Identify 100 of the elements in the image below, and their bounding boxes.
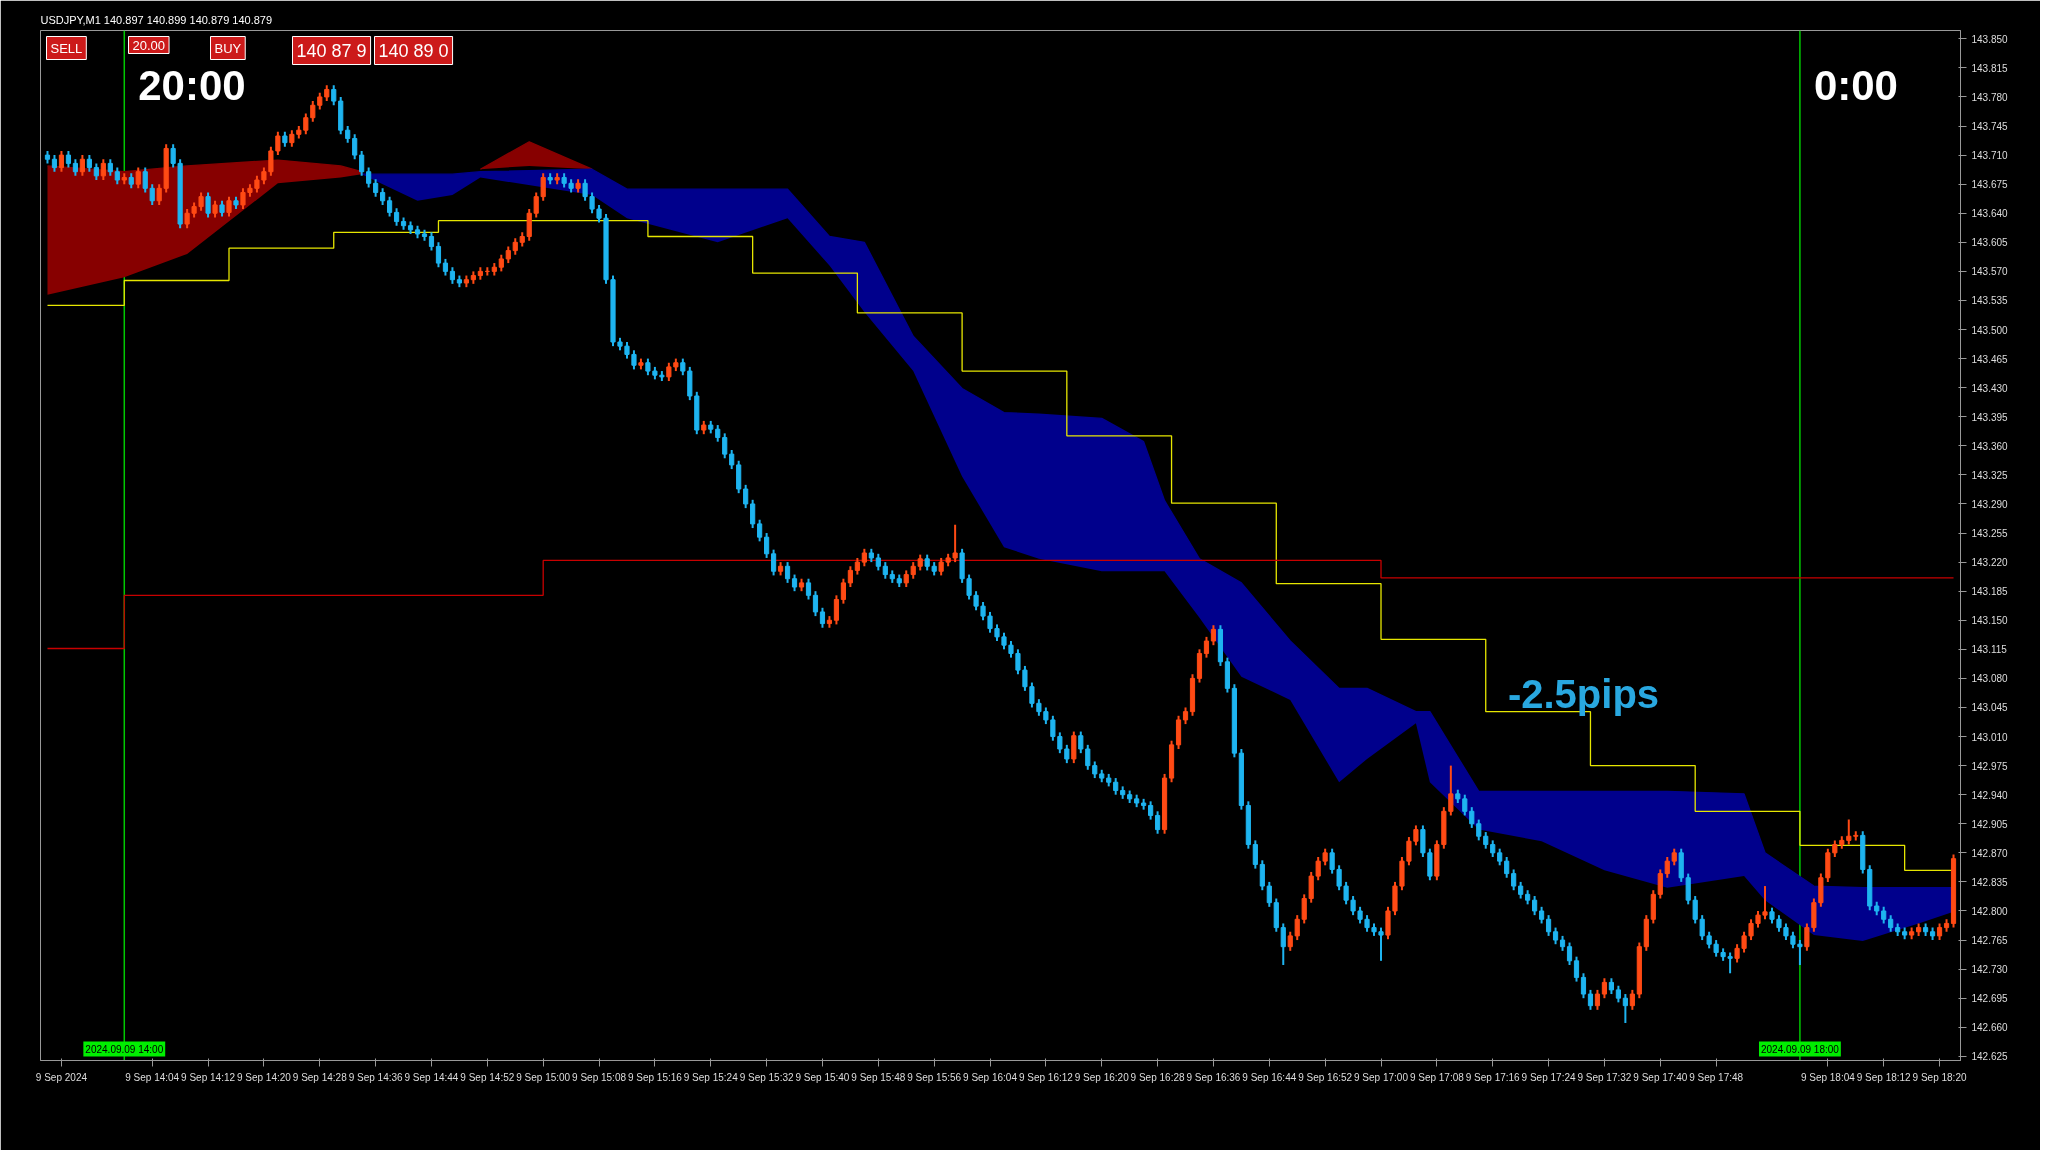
x-tick-label: 9 Sep 15:32 (739, 1071, 795, 1083)
candlestick (1545, 914, 1552, 937)
x-tick-label: 9 Sep 2024 (35, 1071, 88, 1083)
candlestick (722, 432, 728, 460)
x-tick-label: 9 Sep 14:44 (404, 1071, 459, 1083)
y-tick-label: 143.290 (1971, 498, 2009, 510)
y-tick-label: 143.185 (1971, 586, 2009, 598)
candlestick (729, 448, 735, 471)
candlestick (757, 518, 763, 543)
candlestick (1280, 922, 1286, 966)
y-tick-label: 143.115 (1971, 644, 2008, 656)
y-tick-label: 143.500 (1971, 324, 2009, 336)
candlestick (764, 532, 770, 559)
candlestick (819, 606, 826, 629)
candlestick (840, 577, 846, 605)
y-tick-label: 142.975 (1971, 760, 2009, 772)
x-tick-label: 9 Sep 17:32 (1577, 1071, 1632, 1083)
candlestick (1155, 810, 1161, 835)
candlestick (79, 154, 85, 177)
ref-line-label: 0:00 (1813, 61, 1898, 109)
y-tick-label: 143.395 (1971, 411, 2009, 423)
y-tick-label: 143.850 (1971, 33, 2009, 45)
candlestick (1797, 939, 1803, 966)
candlestick (1266, 880, 1272, 908)
annotation: -2.5pips (1507, 671, 1660, 716)
x-tick-label: 9 Sep 15:56 (907, 1071, 962, 1083)
candlestick (1566, 941, 1573, 966)
candlestick (1727, 951, 1733, 975)
x-tick-label: 9 Sep 16:04 (963, 1071, 1018, 1083)
y-tick-label: 143.675 (1971, 179, 2009, 191)
candlestick (184, 208, 190, 230)
annotation: 2024.09.09 18:00 (1760, 1043, 1840, 1055)
x-tick-label: 9 Sep 17:00 (1354, 1071, 1409, 1083)
candlestick (1594, 988, 1601, 1011)
x-tick-label: 9 Sep 18:12 (1856, 1071, 1912, 1083)
y-tick-label: 143.045 (1971, 702, 2009, 714)
candlestick (205, 191, 211, 219)
x-tick-label: 9 Sep 17:16 (1465, 1071, 1521, 1083)
x-tick-label: 9 Sep 18:20 (1912, 1071, 1967, 1083)
x-tick-label: 9 Sep 14:52 (460, 1071, 515, 1083)
x-tick-label: 9 Sep 16:36 (1186, 1071, 1241, 1083)
candlestick (366, 166, 372, 189)
candlestick (1378, 926, 1384, 962)
candlestick (1587, 988, 1594, 1011)
y-tick-label: 143.080 (1971, 673, 2009, 685)
chart-title: USDJPY,M1 140.897 140.899 140.879 140.879 (40, 13, 273, 26)
y-tick-label: 143.535 (1971, 295, 2009, 307)
x-tick-label: 9 Sep 17:24 (1521, 1071, 1576, 1083)
candlestick (1315, 855, 1321, 882)
candlestick (743, 483, 749, 510)
y-tick-label: 142.660 (1971, 1022, 2009, 1034)
candlestick (812, 590, 819, 618)
x-tick-label: 9 Sep 16:20 (1074, 1071, 1130, 1083)
candlestick (784, 561, 791, 584)
candlestick (352, 133, 358, 161)
candlestick (805, 577, 812, 601)
x-tick-label: 9 Sep 15:40 (795, 1071, 850, 1083)
x-tick-label: 9 Sep 14:28 (292, 1071, 348, 1083)
y-tick-label: 142.870 (1971, 847, 2009, 859)
annotation: SELL (50, 40, 83, 56)
y-tick-label: 143.640 (1971, 208, 2009, 220)
y-tick-label: 142.800 (1971, 905, 2009, 917)
y-tick-label: 143.220 (1971, 557, 2009, 569)
y-tick-label: 142.940 (1971, 789, 2009, 801)
candlestick (771, 548, 777, 577)
annotation: 140 87 9 (296, 40, 367, 61)
candlestick (847, 565, 853, 589)
candlestick (833, 594, 840, 626)
candlestick (1148, 800, 1154, 821)
y-tick-label: 143.710 (1971, 150, 2009, 162)
y-tick-label: 142.765 (1971, 935, 2009, 947)
candlestick (1511, 868, 1517, 892)
x-tick-label: 9 Sep 17:48 (1689, 1071, 1744, 1083)
x-tick-label: 9 Sep 14:20 (236, 1071, 292, 1083)
x-tick-label: 9 Sep 17:08 (1409, 1071, 1465, 1083)
candlestick (666, 361, 672, 383)
y-tick-label: 143.745 (1971, 121, 2009, 133)
candlestick (1078, 730, 1084, 755)
y-tick-label: 143.605 (1971, 237, 2009, 249)
y-tick-label: 143.010 (1971, 731, 2009, 743)
candlestick (1259, 859, 1265, 892)
x-tick-label: 9 Sep 15:08 (572, 1071, 627, 1083)
y-tick-label: 143.815 (1971, 62, 2009, 74)
candlestick (1210, 624, 1217, 647)
x-tick-label: 9 Sep 16:44 (1242, 1071, 1297, 1083)
candlestick (1580, 972, 1587, 1000)
candlestick (135, 166, 141, 190)
annotation: 2024.09.09 14:00 (85, 1043, 164, 1055)
candlestick (1064, 743, 1070, 765)
candlestick (1622, 993, 1628, 1025)
candlestick (952, 523, 958, 564)
x-tick-label: 9 Sep 16:52 (1298, 1071, 1353, 1083)
y-tick-label: 143.150 (1971, 615, 2009, 627)
candlestick (359, 149, 365, 177)
candlestick (275, 130, 281, 157)
x-tick-label: 9 Sep 18:04 (1800, 1071, 1856, 1083)
candlestick (428, 231, 435, 252)
candlestick (1252, 839, 1258, 870)
candlestick (1071, 730, 1077, 765)
x-tick-label: 9 Sep 15:16 (627, 1071, 683, 1083)
